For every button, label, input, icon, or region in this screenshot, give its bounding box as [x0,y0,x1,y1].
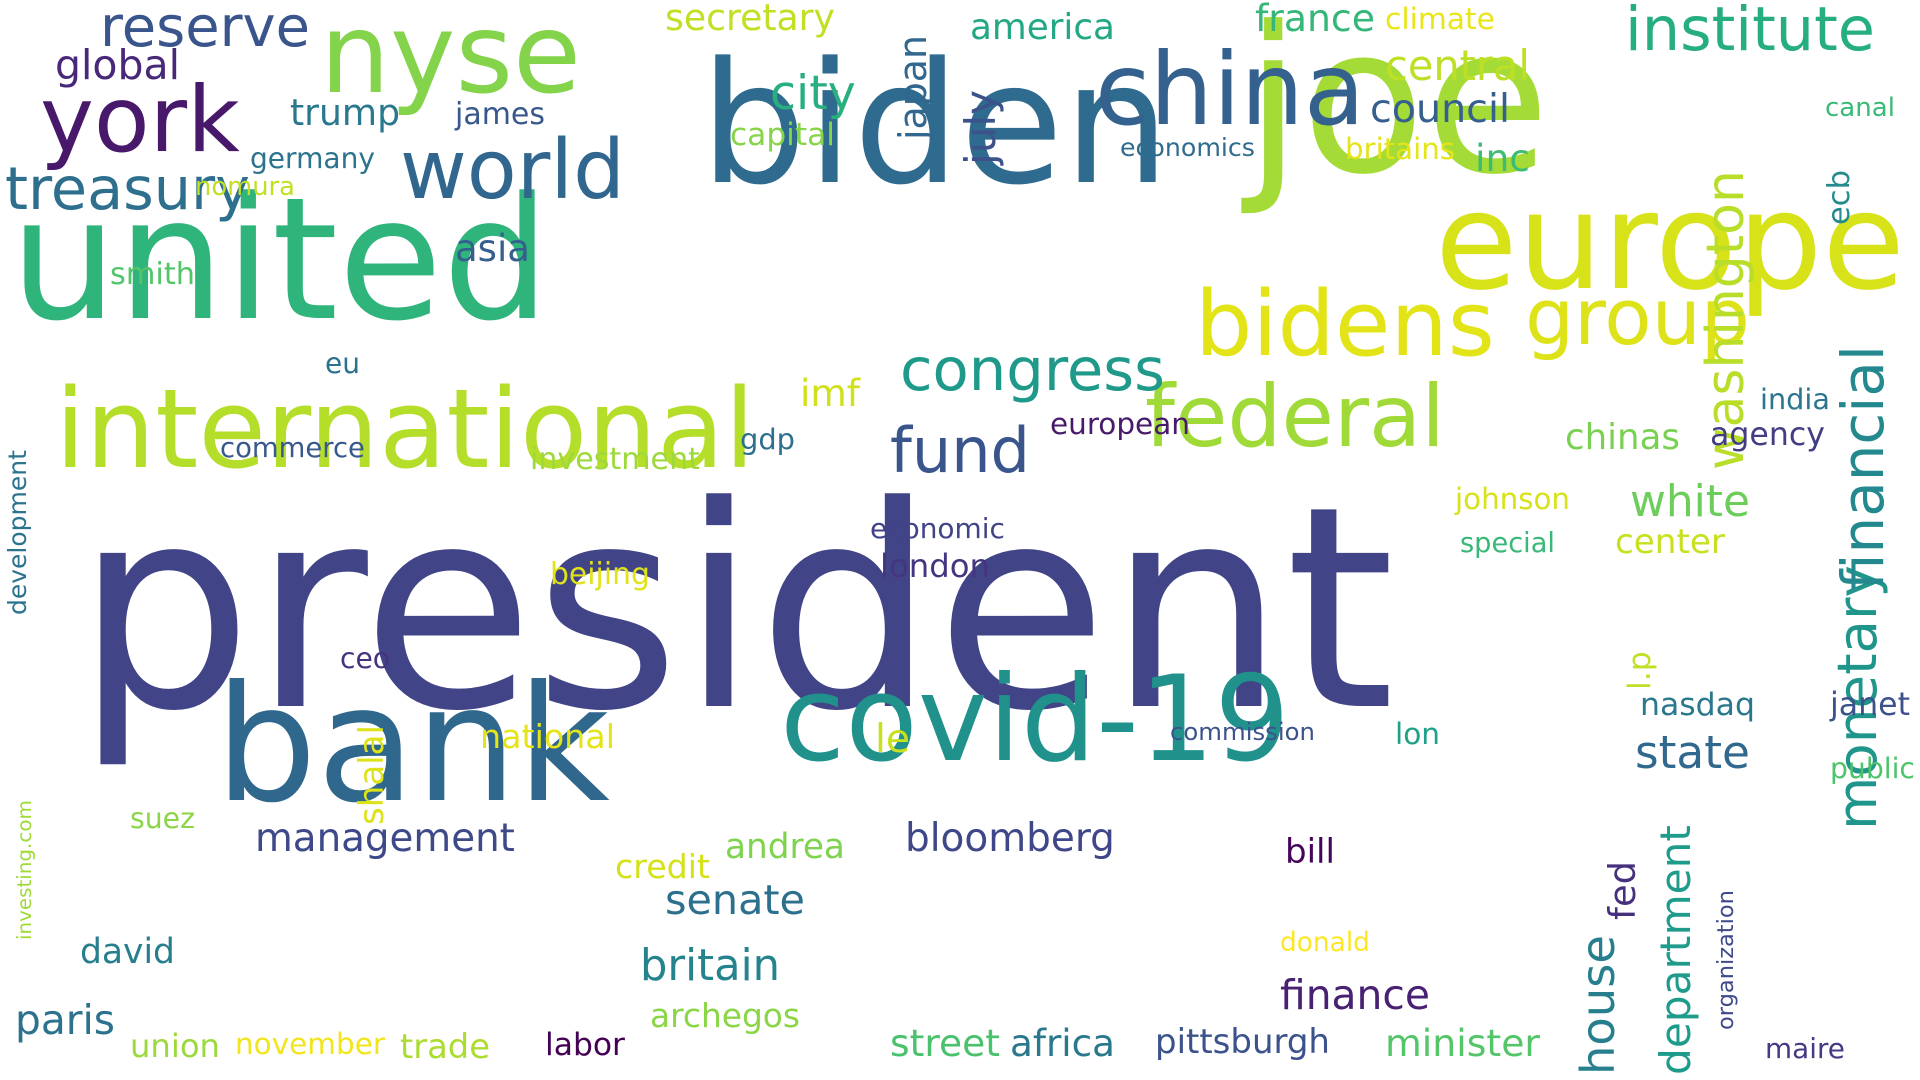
word-japan: japan [891,35,935,140]
word-asia: asia [455,227,530,270]
word-beijing: beijing [550,557,650,592]
word-shalal: shalal [352,725,392,825]
word-center: center [1615,522,1725,562]
word-germany: germany [250,142,375,175]
word-agency: agency [1710,417,1825,453]
word-president: president [75,447,1395,773]
word-fund: fund [890,414,1030,487]
word-united: united [10,161,550,358]
word-white: white [1630,476,1750,527]
word-britain: britain [640,941,780,991]
word-bidens: bidens [1195,272,1495,377]
word-commerce: commerce [220,433,365,464]
word-suez: suez [130,802,195,835]
word-group: group [1525,273,1750,363]
word-fed: fed [1601,860,1644,920]
word-finance: finance [1280,971,1430,1019]
word-ceo: ceo [340,642,390,675]
word-institute: institute [1625,0,1875,65]
word-donald: donald [1280,927,1370,958]
word-europe: europe [1435,163,1905,320]
word-covid-19: covid-19 [780,650,1290,788]
word-david: david [80,932,175,972]
word-development: development [3,450,32,615]
word-labor: labor [545,1027,625,1063]
word-national: national [480,717,615,756]
word-britains: britains [1345,132,1455,166]
word-climate: climate [1385,2,1495,37]
word-york: york [40,67,240,173]
word-bloomberg: bloomberg [905,816,1115,861]
word-european: european [1050,407,1190,441]
word-reserve: reserve [100,0,310,60]
word-council: council [1370,86,1510,132]
word-india: india [1760,382,1830,416]
word-james: james [455,97,545,132]
word-biden: biden [700,26,1170,222]
word-gdp: gdp [740,422,795,456]
word-street: street [890,1021,1000,1065]
word-investment: investment [530,442,700,477]
word-inc: inc [1475,136,1530,180]
word-lon: lon [1395,717,1440,751]
word-america: america [970,7,1115,48]
word-world: world [400,123,625,218]
word-public: public [1830,752,1915,785]
word-bill: bill [1285,832,1335,872]
word-capital: capital [730,117,835,153]
word-france: france [1255,0,1375,40]
word-international: international [55,365,755,493]
word-canal: canal [1825,93,1895,123]
word-africa: africa [1010,1021,1115,1065]
word-november: november [235,1027,385,1061]
word-ecb: ecb [1822,170,1857,225]
word-nyse: nyse [320,0,582,119]
word-johnson: johnson [1455,482,1570,516]
word-july: july [956,90,1005,165]
word-le: le [875,717,910,762]
word-archegos: archegos [650,997,800,1035]
word-financial: financial [1829,345,1897,590]
word-pittsburgh: pittsburgh [1155,1022,1330,1062]
word-senate: senate [665,876,805,924]
word-trade: trade [400,1027,490,1066]
word-commission: commission [1170,717,1315,746]
word-economics: economics [1120,133,1255,162]
word-minister: minister [1385,1021,1540,1065]
word-treasury: treasury [5,154,250,223]
word-congress: congress [900,335,1165,404]
word-union: union [130,1027,220,1065]
word-department: department [1651,825,1700,1075]
word-smith: smith [110,257,195,292]
word-central: central [1385,41,1530,90]
word-janet: janet [1830,687,1910,723]
word-paris: paris [15,996,115,1044]
word-chinas: chinas [1565,417,1680,458]
word-secretary: secretary [665,0,835,39]
word-nasdaq: nasdaq [1640,687,1755,723]
word-imf: imf [800,371,860,415]
word-nomura: nomura [195,172,295,202]
word-bank: bank [215,651,610,838]
word-economic: economic [870,512,1005,545]
word-andrea: andrea [725,827,845,867]
word-state: state [1635,726,1750,779]
word-china: china [1095,31,1365,148]
word-eu: eu [325,347,360,380]
word-maire: maire [1765,1032,1845,1065]
word-l-p: l.p [1622,651,1658,690]
word-house: house [1571,935,1625,1075]
word-organization: organization [1713,890,1739,1030]
word-investing-com: investing.com [13,800,36,940]
word-london: london [880,547,990,585]
word-special: special [1460,528,1555,559]
word-trump: trump [290,91,400,134]
word-credit: credit [615,847,710,886]
word-federal: federal [1145,368,1445,467]
word-joe: joe [1245,0,1550,219]
word-city: city [770,66,856,121]
word-management: management [255,816,515,861]
word-global: global [55,41,180,89]
